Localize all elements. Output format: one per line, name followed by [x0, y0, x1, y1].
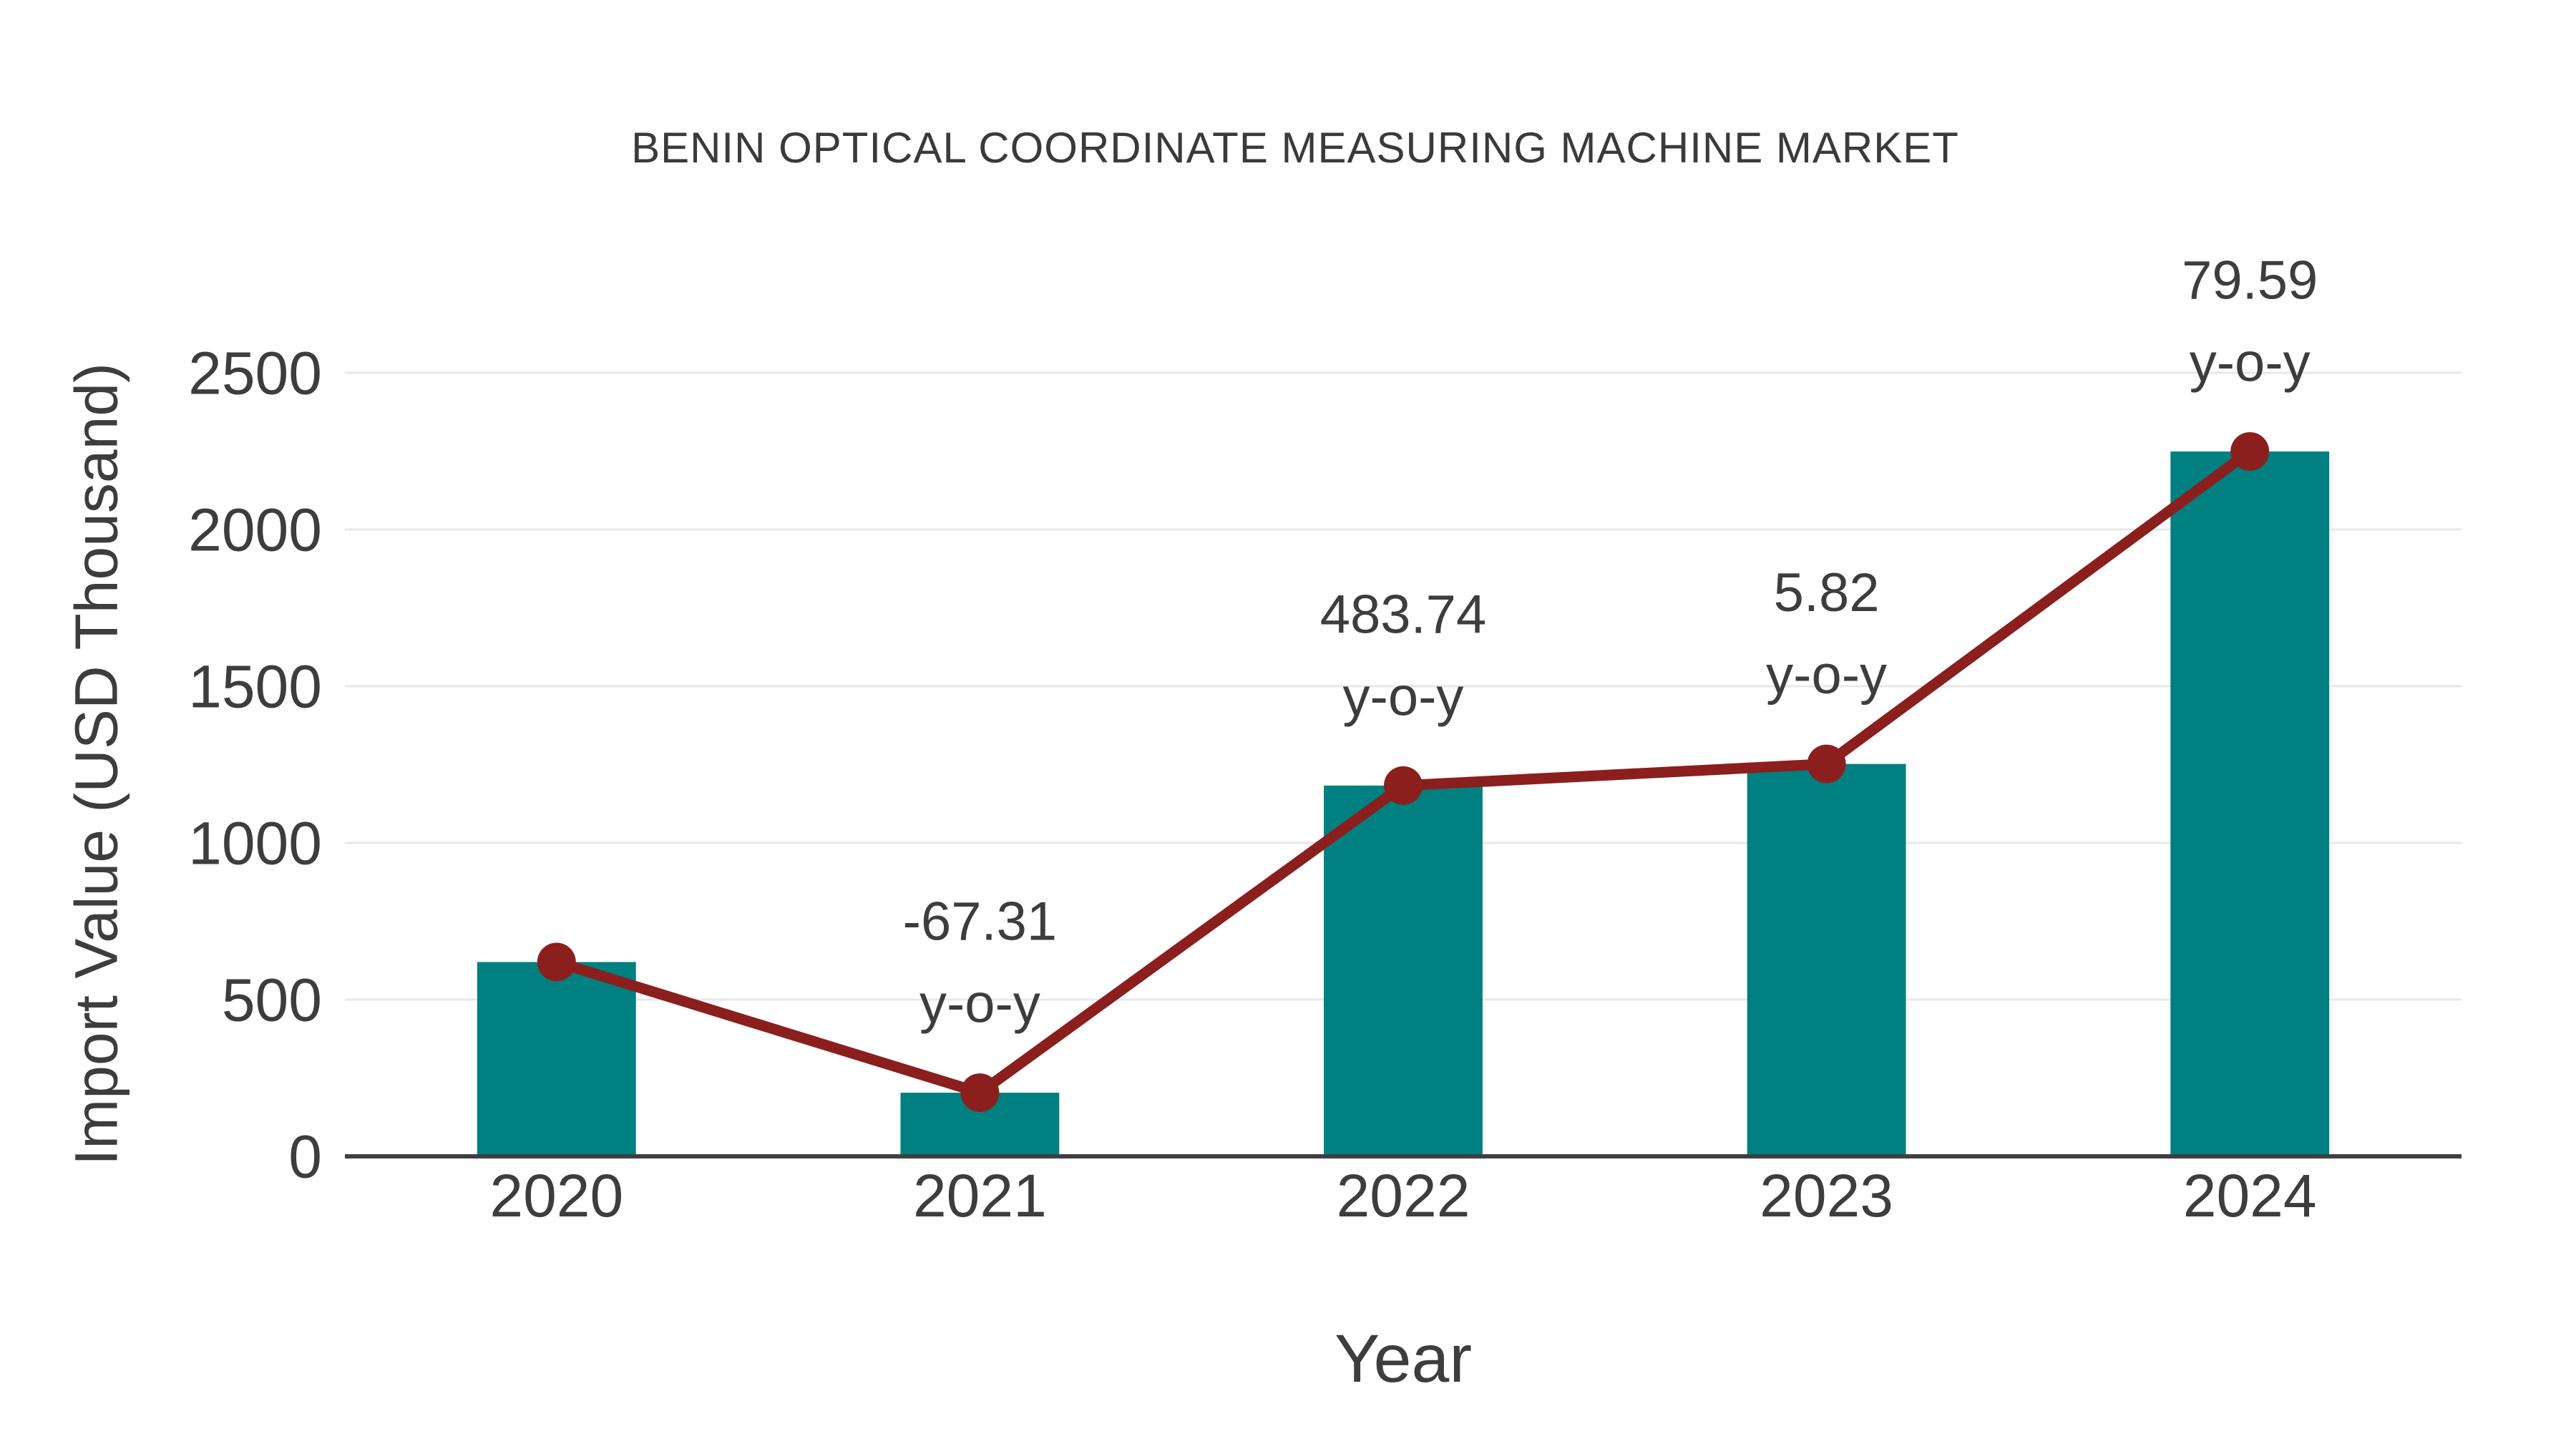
marker-2020[interactable]	[537, 942, 576, 982]
bar-2022[interactable]	[1324, 785, 1483, 1156]
bar-2020[interactable]	[477, 962, 636, 1156]
marker-2024[interactable]	[2230, 431, 2270, 471]
annotation-yoy-2021: y-o-y	[919, 974, 1040, 1035]
bar-2024[interactable]	[2170, 451, 2330, 1156]
annotation-yoy-2024: y-o-y	[2190, 333, 2311, 394]
annotation-yoy-2023: y-o-y	[1766, 645, 1887, 706]
x-tick-label-2021: 2021	[913, 1162, 1047, 1229]
annotation-value-2022: 483.74	[1320, 584, 1486, 645]
y-tick-label: 1000	[188, 809, 322, 877]
y-tick-label: 1500	[188, 653, 322, 720]
y-tick-label: 500	[222, 966, 322, 1033]
bar-2023[interactable]	[1747, 763, 1906, 1156]
x-tick-label-2024: 2024	[2183, 1162, 2317, 1229]
chart-title: BENIN OPTICAL COORDINATE MEASURING MACHI…	[631, 124, 1959, 172]
marker-2022[interactable]	[1384, 766, 1423, 805]
x-tick-label-2020: 2020	[489, 1162, 623, 1229]
x-axis-title: Year	[1335, 1321, 1472, 1397]
annotation-value-2024: 79.59	[2182, 250, 2318, 311]
y-tick-label: 2500	[188, 339, 322, 406]
marker-2023[interactable]	[1807, 744, 1846, 784]
x-tick-label-2022: 2022	[1337, 1162, 1470, 1229]
x-tick-label-2023: 2023	[1760, 1162, 1893, 1229]
annotation-yoy-2022: y-o-y	[1343, 666, 1464, 727]
marker-2021[interactable]	[960, 1073, 1000, 1113]
y-tick-label: 0	[288, 1123, 322, 1190]
annotation-value-2021: -67.31	[903, 892, 1058, 952]
y-tick-label: 2000	[188, 496, 322, 563]
annotation-value-2023: 5.82	[1774, 562, 1880, 623]
